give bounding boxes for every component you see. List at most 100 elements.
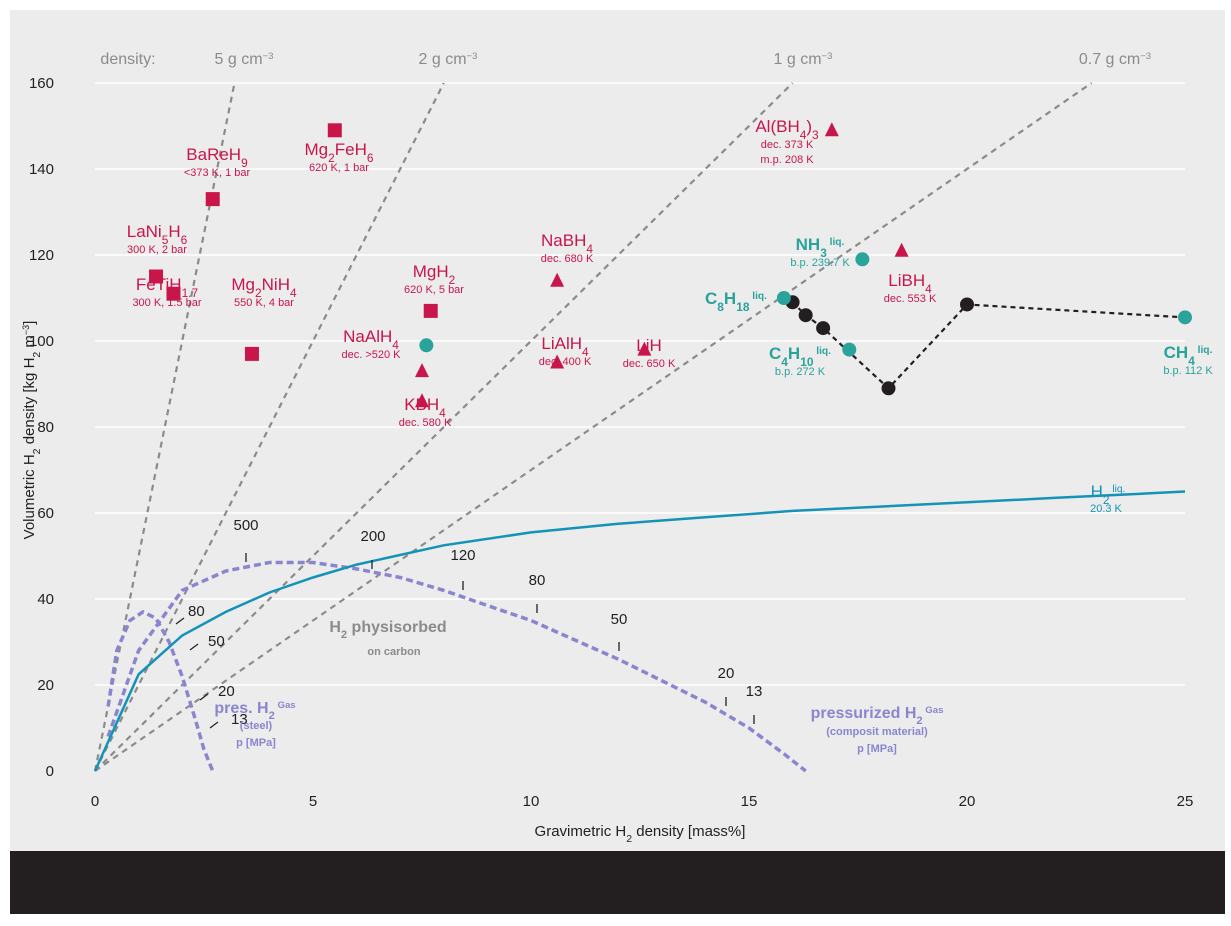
density-line-label: 0.7 g cm−3: [1079, 51, 1151, 69]
x-tick-label: 15: [741, 793, 758, 810]
material-label: NaBH4: [541, 231, 593, 256]
steel-tank-note: (steel): [240, 720, 273, 732]
physisorbed-label: H2 physisorbed: [329, 619, 446, 641]
material-conditions: <373 K, 1 bar: [184, 167, 251, 179]
x-axis-title: Gravimetric H2 density [mass%]: [535, 823, 746, 845]
material-label: LiH: [636, 336, 662, 355]
density-line: [94, 82, 1093, 772]
pressure-tick: [189, 643, 199, 651]
y-tick-label: 20: [37, 677, 54, 694]
composite-pressure-label: 50: [611, 611, 628, 628]
liquid-h2-label: H2 liq.: [1091, 482, 1126, 507]
density-line: [94, 82, 794, 772]
metal-hydride-marker: [244, 346, 259, 361]
pressure-tick: [175, 617, 185, 625]
material-conditions: b.p. 112 K: [1163, 365, 1213, 377]
y-tick-label: 40: [37, 591, 54, 608]
density-label: density:: [100, 51, 155, 68]
x-tick-label: 0: [91, 793, 99, 810]
liquid-compound-marker: [776, 291, 791, 305]
material-conditions: dec. 650 K: [623, 358, 676, 370]
composite-tank-note: (composit material): [826, 726, 928, 738]
material-conditions: dec. 373 K: [761, 139, 814, 151]
density-line-label: 1 g cm−3: [774, 51, 833, 69]
y-axis-title: Volumetric H2 density [kg H2 m−3]: [21, 321, 43, 540]
liquid-compound-marker: [842, 342, 857, 357]
material-label: LiBH4: [888, 271, 932, 296]
metal-hydride-marker: [423, 303, 438, 318]
steel-tank-label: pres. H2 Gas: [214, 700, 295, 723]
x-tick-label: 20: [959, 793, 976, 810]
material-label: NaAlH4: [343, 327, 399, 352]
complex-hydride-marker: [415, 393, 429, 408]
material-label: MgH2: [413, 262, 456, 287]
x-tick-label: 5: [309, 793, 317, 810]
liquid-h2-curve: [93, 490, 1186, 772]
complex-hydride-marker: [415, 363, 429, 378]
material-label: Mg2FeH6: [305, 140, 374, 165]
physisorbed-note: on carbon: [367, 646, 420, 658]
material-label: LaNi5H6: [127, 222, 188, 247]
density-line-label: 2 g cm−3: [419, 51, 478, 69]
material-conditions: dec. >520 K: [341, 349, 401, 361]
material-conditions: b.p. 272 K: [775, 366, 826, 378]
composite-pressure-label: 120: [450, 547, 475, 564]
material-label: C4H10 liq.: [769, 344, 831, 369]
y-tick-label: 160: [29, 75, 54, 92]
material-conditions: b.p. 239.7 K: [790, 257, 850, 269]
material-label: Al(BH4)3: [755, 117, 819, 142]
material-label: KBH4: [404, 395, 446, 420]
material-label: CH4 liq.: [1164, 343, 1213, 368]
steel-tank-unit: p [MPa]: [236, 737, 276, 749]
metal-hydride-marker: [327, 123, 342, 138]
liquid-h2-cond: 20.3 K: [1090, 503, 1122, 515]
complex-hydride-marker: [824, 122, 839, 137]
material-label: NH3 liq.: [796, 235, 845, 260]
material-conditions: 620 K, 1 bar: [309, 162, 369, 174]
complex-hydride-marker: [550, 272, 565, 287]
steel-pressure-label: 80: [188, 603, 205, 620]
pressure-tick: [209, 721, 219, 729]
complex-hydride-marker: [550, 354, 565, 369]
hydrocarbon-point: [816, 321, 831, 336]
steel-pressure-label: 20: [218, 683, 235, 700]
y-tick-label: 120: [29, 247, 54, 264]
material-conditions: dec. 680 K: [541, 253, 594, 265]
liquid-compound-marker: [855, 252, 870, 267]
liquid-compound-marker: [419, 338, 434, 353]
density-line: [94, 82, 445, 772]
composite-pressure-label: 13: [746, 683, 763, 700]
material-conditions: dec. 553 K: [884, 293, 937, 305]
material-label: C8H18 liq.: [705, 289, 767, 314]
material-conditions: m.p. 208 K: [760, 154, 814, 166]
material-label: LiAlH4: [541, 334, 589, 359]
composite-pressure-label: 80: [529, 572, 546, 589]
material-label: Mg2NiH4: [231, 275, 297, 300]
material-conditions: dec. 580 K: [399, 417, 452, 429]
pressure-tick: [199, 693, 209, 701]
composite-tank-curve: [106, 560, 807, 773]
composite-pressure-label: 20: [718, 665, 735, 682]
y-tick-label: 80: [37, 419, 54, 436]
composite-tank-label: pressurized H2 Gas: [811, 705, 944, 728]
material-conditions: 620 K, 5 bar: [404, 284, 464, 296]
y-tick-label: 100: [29, 333, 54, 350]
metal-hydride-marker: [166, 286, 181, 301]
material-conditions: 550 K, 4 bar: [234, 297, 294, 309]
composite-tank-unit: p [MPa]: [857, 743, 897, 755]
hydrocarbon-line: [783, 297, 1186, 390]
hydrocarbon-point: [960, 297, 974, 312]
x-tick-label: 25: [1177, 793, 1194, 810]
hydrocarbon-point: [798, 308, 813, 323]
metal-hydride-marker: [149, 269, 164, 284]
liquid-compound-marker: [1178, 310, 1192, 325]
hydrocarbon-point: [881, 381, 896, 396]
footer-bar: [10, 851, 1225, 914]
y-tick-label: 0: [46, 763, 54, 780]
density-line-label: 5 g cm−3: [215, 51, 274, 69]
material-conditions: 300 K, 1.5 bar: [132, 297, 201, 309]
y-tick-label: 140: [29, 161, 54, 178]
complex-hydride-marker: [637, 341, 652, 356]
material-conditions: 300 K, 2 bar: [127, 244, 187, 256]
